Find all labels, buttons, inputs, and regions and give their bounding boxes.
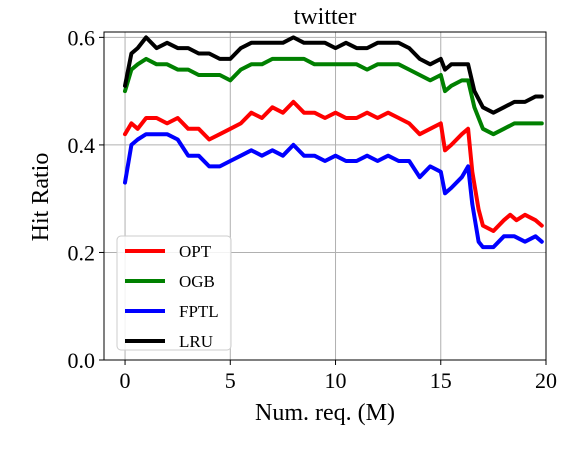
legend-box — [116, 235, 232, 351]
y-axis-title: Hit Ratio — [28, 153, 54, 242]
series-line-ogb — [123, 56, 544, 137]
series-line-lru — [123, 35, 544, 115]
x-tick-label: 10 — [325, 368, 347, 393]
ticks: 0 5 10 15 20 0.0 0.2 0.4 0.6 — [68, 25, 558, 393]
series-line-fptl — [123, 132, 544, 250]
x-tick-label: 20 — [535, 368, 557, 393]
series-line-opt — [123, 99, 544, 233]
y-tick-label: 0.2 — [68, 240, 96, 265]
y-tick-label: 0.4 — [68, 133, 96, 158]
y-tick-label: 0.0 — [68, 348, 96, 373]
legend-label-fptl: FPTL — [179, 302, 219, 321]
axes — [103, 31, 547, 361]
x-axis-title: Num. req. (M) — [255, 400, 395, 426]
chart-title: twitter — [294, 4, 357, 30]
x-tick-label: 15 — [430, 368, 452, 393]
x-tick-label: 0 — [120, 368, 131, 393]
plot-frame — [103, 31, 547, 361]
y-tick-label: 0.6 — [68, 25, 96, 50]
x-tick-label: 5 — [225, 368, 236, 393]
legend-label-ogb: OGB — [179, 272, 215, 291]
legend-label-opt: OPT — [179, 242, 212, 261]
legend: OPT OGB FPTL LRU — [116, 235, 232, 351]
series-layer — [123, 35, 544, 250]
legend-label-lru: LRU — [179, 332, 213, 351]
